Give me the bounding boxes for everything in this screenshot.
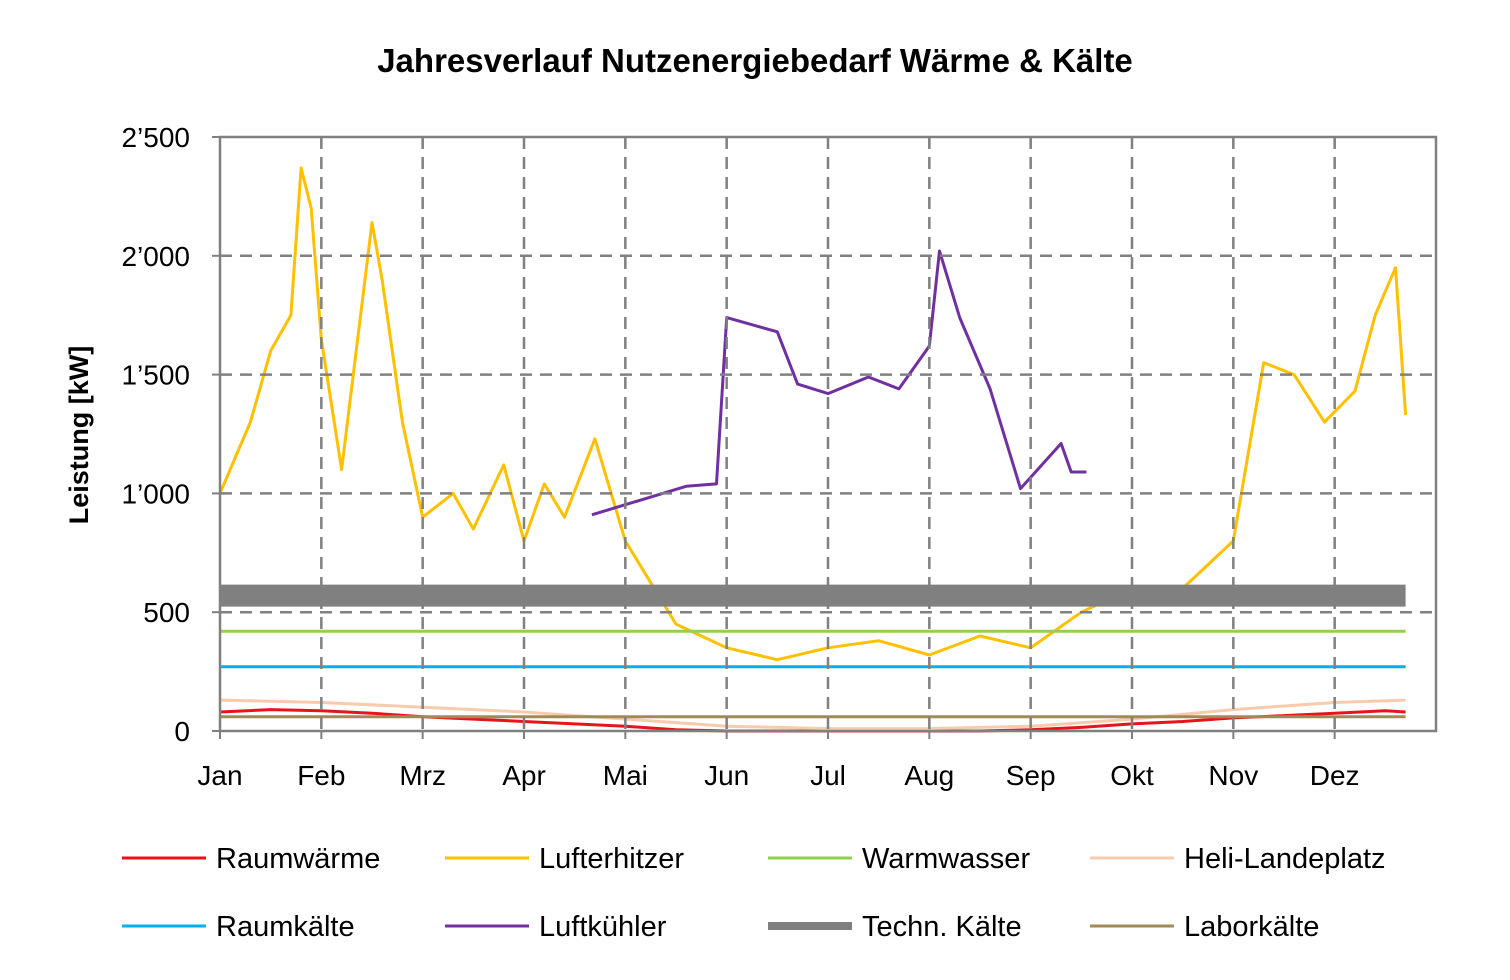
series-line — [591, 249, 1087, 517]
plot-frame — [218, 135, 1438, 733]
x-tick-label: Nov — [1208, 760, 1258, 791]
legend-label: Heli-Landeplatz — [1184, 843, 1386, 875]
x-tick-label: Mai — [603, 760, 648, 791]
legend-label: Raumwärme — [216, 843, 380, 875]
y-axis-label: Leistung [kW] — [64, 346, 94, 524]
legend-label: Raumkälte — [216, 911, 355, 943]
legend: Raumwärme Lufterhitzer Warmwasser Heli-Land… — [122, 843, 1386, 943]
y-tick-label: 1’000 — [121, 478, 190, 509]
legend-label: Techn. Kälte — [862, 911, 1022, 943]
axes: 0 500 1’000 1’500 2’000 2’500 Jan Feb Mrz Apr Mai J… — [121, 122, 1438, 791]
x-tick-label: Aug — [904, 760, 954, 791]
x-tick-label: Feb — [297, 760, 345, 791]
x-tick-label: Sep — [1006, 760, 1056, 791]
y-tick-label: 500 — [143, 597, 190, 628]
x-tick-label: Jul — [810, 760, 846, 791]
x-tick-label: Jun — [704, 760, 749, 791]
y-tick-label: 2’000 — [121, 241, 190, 272]
x-tick-label: Okt — [1110, 760, 1154, 791]
legend-label: Lufterhitzer — [539, 843, 684, 875]
legend-label: Laborkälte — [1184, 911, 1319, 943]
y-tick-label: 1’500 — [121, 360, 190, 391]
legend-label: Warmwasser — [862, 843, 1030, 875]
x-tick-label: Jan — [197, 760, 242, 791]
x-tick-label: Apr — [502, 760, 546, 791]
x-tick-label: Mrz — [399, 760, 446, 791]
y-tick-label: 0 — [174, 716, 190, 747]
chart-title: Jahresverlauf Nutzenergiebedarf Wärme & … — [377, 42, 1133, 79]
x-tick-label: Dez — [1310, 760, 1360, 791]
legend-label: Luftkühler — [539, 911, 667, 943]
y-tick-label: 2’500 — [121, 122, 190, 153]
plot-area — [218, 166, 1408, 733]
